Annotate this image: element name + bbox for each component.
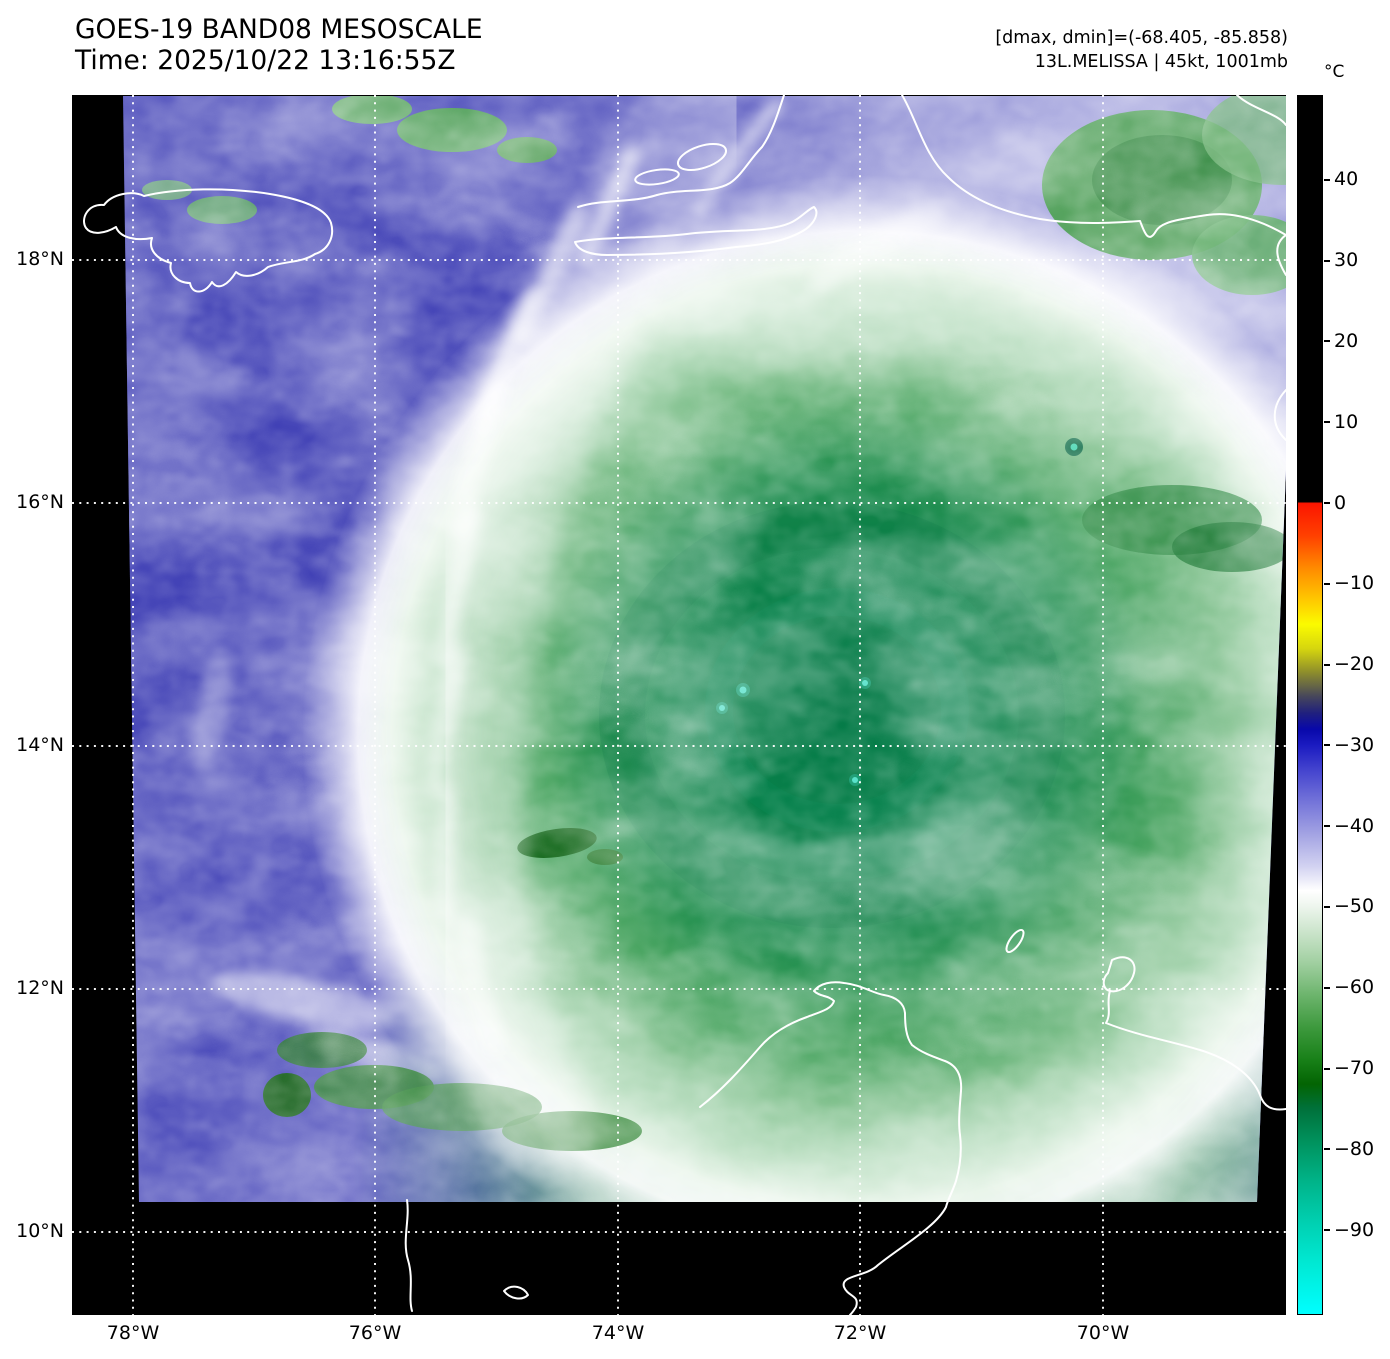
colorbar-tick-label: −70	[1334, 1057, 1375, 1080]
imagery-layer	[123, 96, 1286, 1202]
colorbar-tick-label: −90	[1334, 1218, 1375, 1241]
temperature-colorbar	[1297, 95, 1323, 1315]
colorbar-tick-mark	[1324, 259, 1330, 262]
colorbar-tick-label: −30	[1334, 733, 1375, 756]
colorbar-tick-mark	[1324, 744, 1330, 747]
coast-jamaica	[83, 188, 334, 293]
coast-colombia-west	[404, 1199, 413, 1312]
coast-hispaniola-south	[901, 94, 1287, 276]
colorbar-tick-mark	[1324, 178, 1330, 181]
coast-panama-squiggle	[503, 1285, 529, 1300]
colorbar-tick-mark	[1324, 825, 1330, 828]
colorbar-tick-mark	[1324, 1229, 1330, 1232]
colorbar-tick-label: 10	[1334, 410, 1359, 433]
colorbar-tick-label: 20	[1334, 329, 1359, 352]
lon-label: 70°W	[1076, 1322, 1130, 1344]
coast-right-segment	[1273, 389, 1287, 441]
coast-haiti-north	[577, 94, 785, 208]
lon-label: 76°W	[348, 1322, 402, 1344]
lon-label: 78°W	[106, 1322, 160, 1344]
colorbar-tick-label: −50	[1334, 895, 1375, 918]
coast-curacao	[1005, 928, 1025, 954]
colorbar-tick-label: −40	[1334, 814, 1375, 837]
lat-label: 18°N	[16, 248, 64, 270]
latlon-gridlines	[72, 95, 1286, 1315]
colorbar-tick-mark	[1324, 1148, 1330, 1151]
colorbar-tick-label: −60	[1334, 976, 1375, 999]
coast-guajira-venezuela	[699, 981, 963, 1316]
colorbar-tick-label: 0	[1334, 491, 1347, 514]
coast-topright-island	[1236, 94, 1287, 126]
coast-venezuela-east	[1105, 990, 1287, 1111]
coastlines	[83, 94, 1287, 1316]
colorbar-tick-label: −20	[1334, 653, 1375, 676]
colorbar-tick-mark	[1324, 582, 1330, 585]
lon-label: 74°W	[591, 1322, 645, 1344]
storm-info-block: [dmax, dmin]=(-68.405, -85.858) 13L.MELI…	[800, 26, 1288, 74]
coast-tiburon-peninsula	[574, 206, 818, 256]
satellite-image	[72, 94, 1287, 1316]
colorbar-tick-label: −10	[1334, 572, 1375, 595]
lat-label: 14°N	[16, 734, 64, 756]
colorbar-tick-mark	[1324, 986, 1330, 989]
coast-tortue-island	[634, 168, 680, 186]
colorbar-tick-label: 40	[1334, 168, 1359, 191]
colorbar-tick-mark	[1324, 1067, 1330, 1070]
colorbar-tick-mark	[1324, 905, 1330, 908]
lat-label: 16°N	[16, 491, 64, 513]
colorbar-tick-mark	[1324, 421, 1330, 424]
colorbar-tick-mark	[1324, 502, 1330, 504]
coast-paraguana	[1102, 956, 1136, 993]
lat-label: 10°N	[16, 1220, 64, 1242]
colorbar-tick-label: −80	[1334, 1137, 1375, 1160]
storm-status: 13L.MELISSA | 45kt, 1001mb	[1034, 52, 1288, 72]
lat-label: 12°N	[16, 977, 64, 999]
satellite-map: Copyright © 2020-2025 Dapiya	[72, 94, 1287, 1316]
page-title: GOES-19 BAND08 MESOSCALE	[75, 14, 483, 45]
colorbar-tick-label: 30	[1334, 249, 1359, 272]
colorbar-tick-mark	[1324, 340, 1330, 343]
colorbar-unit-label: °C	[1324, 62, 1345, 82]
lon-label: 72°W	[833, 1322, 887, 1344]
colorbar-tick-mark	[1324, 663, 1330, 666]
dmax-dmin-readout: [dmax, dmin]=(-68.405, -85.858)	[995, 28, 1288, 48]
coast-gonave-island	[676, 142, 728, 172]
timestamp: Time: 2025/10/22 13:16:55Z	[75, 45, 456, 76]
